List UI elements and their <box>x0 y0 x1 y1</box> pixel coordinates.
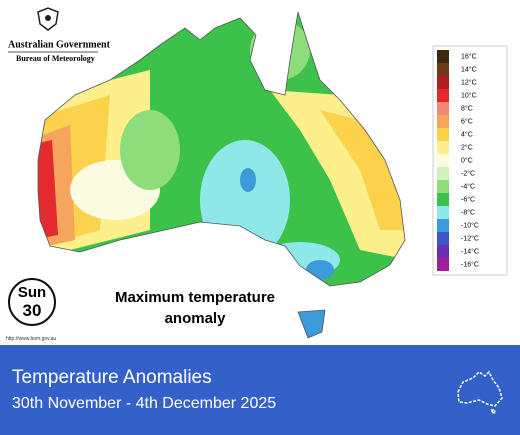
legend-swatch <box>437 167 449 180</box>
legend-swatch <box>437 102 449 115</box>
legend-label: -2°C <box>461 169 475 177</box>
date: 30 <box>22 301 42 320</box>
weekday: Sun <box>17 284 47 301</box>
legend-label: 14°C <box>461 65 477 73</box>
tasmania <box>297 309 326 339</box>
legend-swatch <box>437 193 449 206</box>
legend-label: -12°C <box>461 234 479 242</box>
map: Australian Government Bureau of Meteorol… <box>8 7 508 339</box>
legend-swatch <box>437 50 449 63</box>
legend-swatch <box>437 180 449 193</box>
legend-label: 4°C <box>461 130 473 138</box>
legend-label: -10°C <box>461 221 479 229</box>
legend-label: 16°C <box>461 52 477 60</box>
legend: 16°C 14°C 12°C 10°C 8°C 6°C 4°C 2°C 0°C -2°C -4°C -… <box>432 45 508 276</box>
legend-swatch <box>437 63 449 76</box>
legend-label: -8°C <box>461 208 475 216</box>
banner-title: Temperature Anomalies <box>12 367 212 388</box>
day-badge: Sun 30 <box>8 278 56 326</box>
legend-swatch <box>437 245 449 258</box>
legend-label: -16°C <box>461 260 479 268</box>
legend-label: 6°C <box>461 117 473 125</box>
legend-swatch <box>437 128 449 141</box>
legend-swatch <box>437 141 449 154</box>
legend-label: 12°C <box>461 78 477 86</box>
banner: Temperature Anomalies 30th November - 4t… <box>0 345 520 435</box>
legend-label: -4°C <box>461 182 475 190</box>
source: http://www.bom.gov.au <box>6 336 57 342</box>
logo: Australian Government Bureau of Meteorol… <box>8 7 111 63</box>
legend-swatch <box>437 258 449 271</box>
caption: Maximum temperature anomaly <box>114 289 276 327</box>
legend-swatch <box>437 115 449 128</box>
agency: Australian Government <box>8 39 111 50</box>
legend-swatch <box>437 154 449 167</box>
legend-label: 10°C <box>461 91 477 99</box>
legend-label: 2°C <box>461 143 473 151</box>
legend-swatch <box>437 219 449 232</box>
legend-label: 8°C <box>461 104 473 112</box>
legend-label: -6°C <box>461 195 475 203</box>
bureau: Bureau of Meteorology <box>16 54 95 63</box>
coastline <box>37 11 406 287</box>
legend-label: 0°C <box>461 156 473 164</box>
legend-swatch <box>437 89 449 102</box>
legend-label: -14°C <box>461 247 479 255</box>
legend-swatch <box>437 206 449 219</box>
legend-swatch <box>437 232 449 245</box>
legend-swatch <box>437 76 449 89</box>
australia-icon <box>457 370 503 415</box>
banner-dates: 30th November - 4th December 2025 <box>12 395 277 412</box>
